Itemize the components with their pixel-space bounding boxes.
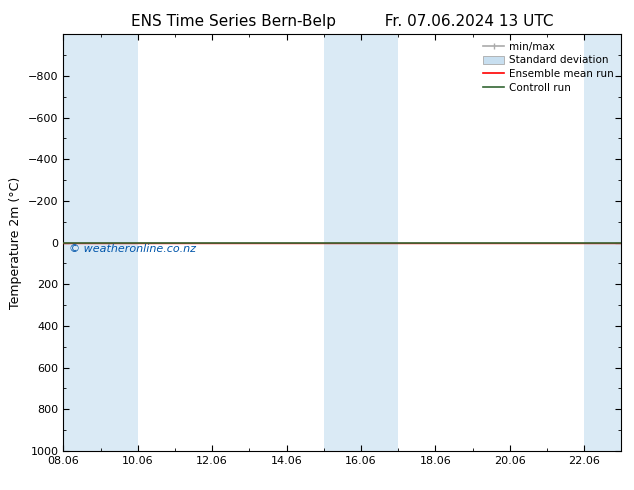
- Legend: min/max, Standard deviation, Ensemble mean run, Controll run: min/max, Standard deviation, Ensemble me…: [481, 40, 616, 95]
- Y-axis label: Temperature 2m (°C): Temperature 2m (°C): [10, 176, 22, 309]
- Text: © weatheronline.co.nz: © weatheronline.co.nz: [69, 244, 196, 254]
- Bar: [63, 34, 101, 451]
- Bar: [361, 34, 398, 451]
- Title: ENS Time Series Bern-Belp          Fr. 07.06.2024 13 UTC: ENS Time Series Bern-Belp Fr. 07.06.2024…: [131, 14, 553, 29]
- Bar: [584, 34, 621, 451]
- Bar: [101, 34, 138, 451]
- Bar: [324, 34, 361, 451]
